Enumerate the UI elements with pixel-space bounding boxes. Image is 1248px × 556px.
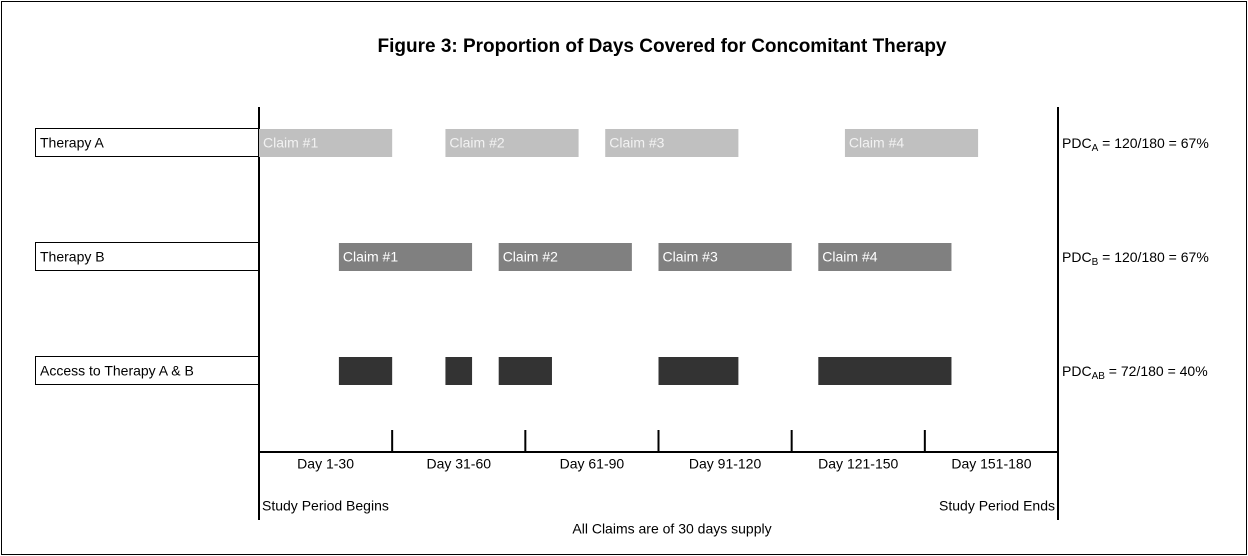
title: Figure 3: Proportion of Days Covered for… bbox=[377, 36, 946, 57]
claim-bar bbox=[259, 129, 393, 157]
pdc-label: PDCA = 120/180 = 67% bbox=[1062, 135, 1209, 154]
pdc-base: PDC bbox=[1062, 249, 1092, 265]
row-label-box bbox=[35, 128, 259, 157]
claim-label: Claim #4 bbox=[849, 135, 904, 151]
pdc-sub: AB bbox=[1092, 371, 1106, 382]
period-label: Day 121-150 bbox=[818, 456, 898, 472]
period-label: Day 151-180 bbox=[951, 456, 1031, 472]
start-label: Study Period Begins bbox=[262, 498, 389, 514]
row-label-box bbox=[35, 242, 259, 271]
claim-bar bbox=[605, 129, 739, 157]
row-label-box bbox=[35, 356, 259, 385]
claim-bar bbox=[498, 357, 552, 385]
pdc-label: PDCAB = 72/180 = 40% bbox=[1062, 363, 1208, 382]
pdc-rest: = 120/180 = 67% bbox=[1098, 135, 1209, 151]
note: All Claims are of 30 days supply bbox=[572, 521, 771, 537]
pdc-base: PDC bbox=[1062, 363, 1092, 379]
claim-bar bbox=[338, 357, 393, 385]
claim-label: Claim #3 bbox=[663, 249, 718, 265]
claim-label: Claim #4 bbox=[822, 249, 877, 265]
claim-bar bbox=[658, 243, 792, 271]
claim-bar bbox=[818, 243, 952, 271]
period-label: Day 91-120 bbox=[689, 456, 762, 472]
claim-bar bbox=[844, 129, 979, 157]
pdc-sub: B bbox=[1092, 257, 1099, 268]
period-label: Day 1-30 bbox=[297, 456, 354, 472]
claim-label: Claim #2 bbox=[449, 135, 504, 151]
claim-bar bbox=[658, 357, 739, 385]
pdc-sub: A bbox=[1092, 143, 1099, 154]
row-label: Access to Therapy A & B bbox=[40, 363, 194, 379]
claim-bar bbox=[445, 357, 473, 385]
row-label: Therapy B bbox=[40, 249, 105, 265]
end-label: Study Period Ends bbox=[939, 498, 1055, 514]
claim-bar bbox=[445, 129, 579, 157]
row-label: Therapy A bbox=[40, 135, 104, 151]
claim-label: Claim #3 bbox=[609, 135, 664, 151]
claim-label: Claim #1 bbox=[343, 249, 398, 265]
pdc-rest: = 72/180 = 40% bbox=[1105, 363, 1208, 379]
claim-bar bbox=[818, 357, 952, 385]
claim-bar bbox=[338, 243, 473, 271]
pdc-rest: = 120/180 = 67% bbox=[1098, 249, 1209, 265]
claim-label: Claim #2 bbox=[503, 249, 558, 265]
claim-bar bbox=[498, 243, 632, 271]
claim-label: Claim #1 bbox=[263, 135, 318, 151]
pdc-label: PDCB = 120/180 = 67% bbox=[1062, 249, 1209, 268]
period-label: Day 61-90 bbox=[560, 456, 625, 472]
period-label: Day 31-60 bbox=[426, 456, 491, 472]
pdc-base: PDC bbox=[1062, 135, 1092, 151]
